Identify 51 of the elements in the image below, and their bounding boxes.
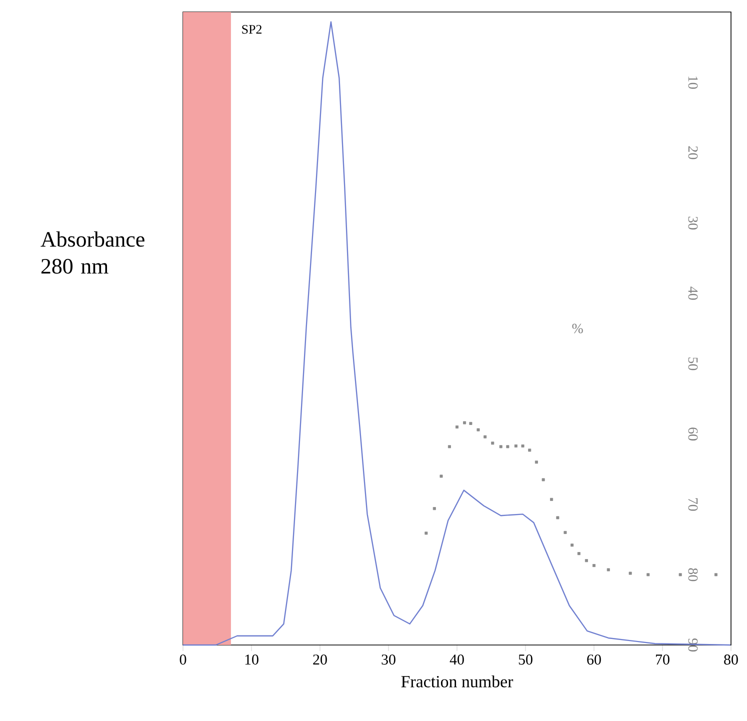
point: [456, 425, 458, 428]
point: [577, 552, 580, 556]
point: [564, 530, 567, 534]
point: [448, 445, 451, 448]
point: [556, 516, 560, 520]
point: [463, 421, 466, 424]
point: [514, 444, 518, 448]
x-tick-label: 10: [245, 654, 258, 665]
x-tick-label: 50: [518, 654, 532, 665]
point: [469, 422, 472, 425]
point: [521, 444, 524, 448]
x-tick-label: 40: [450, 654, 464, 665]
x-tick-label: 60: [587, 654, 601, 665]
point: [550, 498, 554, 501]
x-tick-label: 30: [382, 654, 396, 665]
point: [592, 564, 596, 568]
y2-axis-title: %: [572, 324, 583, 334]
point: [678, 573, 682, 576]
point: [628, 572, 632, 575]
point: [432, 507, 436, 510]
point: [606, 568, 610, 572]
y2-tick-label: 20: [688, 146, 698, 160]
y2-tick-label: 50: [688, 358, 698, 370]
point: [570, 544, 574, 547]
y2-tick-label: 90: [688, 638, 698, 652]
point: [506, 445, 510, 448]
y2-tick-label: 40: [688, 286, 698, 300]
y2-tick-label: 30: [688, 216, 698, 230]
x-tick-label: 0: [180, 654, 186, 665]
x-axis-title: Fraction number: [401, 675, 514, 688]
point: [534, 460, 538, 464]
y-axis-title: Absorbance 280 nm: [40, 231, 144, 274]
x-tick-label: 70: [656, 654, 670, 665]
point: [424, 532, 428, 535]
y2-tick-label: 80: [688, 568, 698, 582]
point: [476, 428, 480, 432]
y2-tick-label: 60: [688, 428, 698, 440]
point: [499, 445, 502, 448]
point: [714, 573, 718, 576]
point: [528, 448, 532, 452]
y2-tick-label: 70: [688, 498, 698, 511]
y2-tick-label: 10: [688, 76, 698, 89]
point: [542, 478, 545, 482]
point: [484, 435, 487, 438]
point: [646, 573, 650, 576]
point: [491, 442, 494, 445]
x-tick-label: 80: [724, 654, 738, 665]
x-tick-label: 20: [313, 654, 327, 665]
annotation: SP2: [242, 25, 262, 34]
point: [440, 474, 443, 478]
point: [584, 559, 588, 562]
